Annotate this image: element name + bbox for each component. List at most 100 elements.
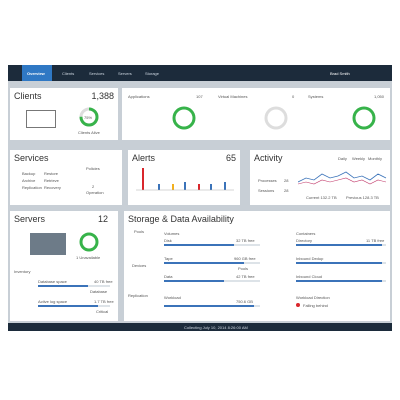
label: Policies — [86, 166, 100, 171]
bar-fill — [296, 244, 382, 246]
tab[interactable]: Monthly — [368, 156, 383, 161]
row-label: Active log space — [38, 299, 68, 304]
alert-bars — [136, 168, 234, 191]
bar-fill — [296, 280, 382, 282]
source: Replication — [22, 185, 42, 190]
row-value: 32 TB free — [236, 238, 255, 243]
server-icon — [30, 233, 66, 255]
row-status: Critical — [96, 309, 109, 314]
status-dot — [296, 303, 300, 307]
target: Retrieve — [44, 178, 59, 183]
note: Pools — [238, 266, 249, 271]
count: 65 — [225, 153, 236, 163]
legend: Previous 128.3 TB — [346, 195, 379, 200]
bar — [164, 262, 260, 264]
bar — [164, 244, 260, 246]
servers-panel: Servers 12 1 Unavailable Inventory Datab… — [10, 211, 118, 321]
section: Devices — [132, 263, 147, 268]
label: Applications — [128, 94, 150, 99]
donuts — [172, 106, 376, 130]
value: 750.6 GB — [236, 299, 253, 304]
label: Workload Direction — [296, 295, 330, 300]
bar — [38, 305, 110, 307]
caption: Operation — [86, 190, 104, 195]
panel-title: Clients — [14, 91, 42, 101]
bar — [38, 285, 110, 287]
nav-tab-active — [22, 65, 52, 81]
bar-fill — [38, 305, 98, 307]
footer-text: Collecting July 10, 2014 8:26:00 AM — [184, 325, 248, 330]
count: 1,050 — [374, 94, 385, 99]
bar-fill — [164, 244, 234, 246]
count: 1,388 — [91, 91, 114, 101]
row-label: Tape — [164, 256, 173, 261]
row-label: Data — [164, 274, 173, 279]
row-value: 1.7 TB free — [94, 299, 114, 304]
status: 1 Unavailable — [76, 255, 101, 260]
row-label: Database space — [38, 279, 67, 284]
bar — [296, 262, 386, 264]
nav-tab[interactable]: Services — [89, 71, 105, 76]
row-value: 960 GB free — [234, 256, 256, 261]
label: Workload — [164, 295, 181, 300]
row-value: 42 TB free — [236, 274, 255, 279]
bar — [164, 305, 260, 307]
count: 2 — [92, 184, 95, 189]
panel-title: Activity — [254, 153, 283, 163]
activity-line — [298, 171, 387, 185]
row-label: Directory — [296, 238, 313, 243]
services-panel: Services Backup Archive Replication Rest… — [10, 150, 122, 205]
row-label: Inbound Cloud — [296, 274, 323, 279]
section-title: Inventory — [14, 269, 31, 274]
app-frame: Overview Clients Services Servers Storag… — [8, 65, 392, 331]
nav-tab[interactable]: Storage — [145, 71, 160, 76]
status: Falling behind — [303, 303, 328, 308]
count: 107 — [196, 94, 203, 99]
workloads-panel: Applications 107 Virtual Machines 0 Syst… — [122, 88, 390, 140]
bar — [296, 280, 386, 282]
section: Replication — [128, 293, 148, 298]
target: Restore — [44, 171, 59, 176]
legend: Current 132.2 TB — [306, 195, 337, 200]
bar-fill — [296, 262, 382, 264]
footer-bar: Collecting July 10, 2014 8:26:00 AM — [8, 323, 392, 331]
bar — [296, 244, 386, 246]
label: Virtual Machines — [218, 94, 248, 99]
device-icon — [26, 110, 56, 128]
storage-panel: Storage & Data Availability Pools Device… — [124, 211, 390, 321]
panel-title: Servers — [14, 214, 46, 224]
donut — [79, 232, 99, 252]
nav-bar: Overview Clients Services Servers Storag… — [8, 65, 392, 81]
row-label: Disk — [164, 238, 172, 243]
user-name[interactable]: Brad Smith — [330, 71, 350, 76]
count: 0 — [292, 94, 295, 99]
source: Archive — [22, 178, 36, 183]
tab[interactable]: Daily — [338, 156, 347, 161]
donut — [79, 107, 99, 127]
bar-fill — [38, 285, 88, 287]
panel-title: Alerts — [132, 153, 156, 163]
bar — [164, 280, 260, 282]
section: Pools — [134, 229, 145, 234]
nav-tab[interactable]: Overview — [27, 71, 45, 76]
tab[interactable]: Weekly — [352, 156, 366, 161]
column-title: Containers — [296, 231, 316, 236]
target: Recovery — [44, 185, 61, 190]
bar-fill — [164, 280, 224, 282]
activity-panel: Activity Daily Weekly Monthly Processes … — [250, 150, 390, 205]
row-value: 28 — [284, 178, 289, 183]
row-value: 11 TB free — [366, 238, 385, 243]
count: 12 — [97, 214, 108, 224]
bar-fill — [164, 305, 254, 307]
nav-tab[interactable]: Clients — [62, 71, 75, 76]
row-status: Database — [90, 289, 108, 294]
row-label: Processes — [258, 178, 277, 183]
panel-title: Storage & Data Availability — [128, 214, 234, 224]
clients-panel: Clients 1,388 75% Clients Alive — [10, 88, 118, 140]
row-label: Sessions — [258, 188, 275, 193]
alerts-panel: Alerts 65 — [128, 150, 240, 205]
percent: 75% — [84, 115, 93, 120]
nav-tab[interactable]: Servers — [118, 71, 132, 76]
label: Systems — [308, 94, 324, 99]
